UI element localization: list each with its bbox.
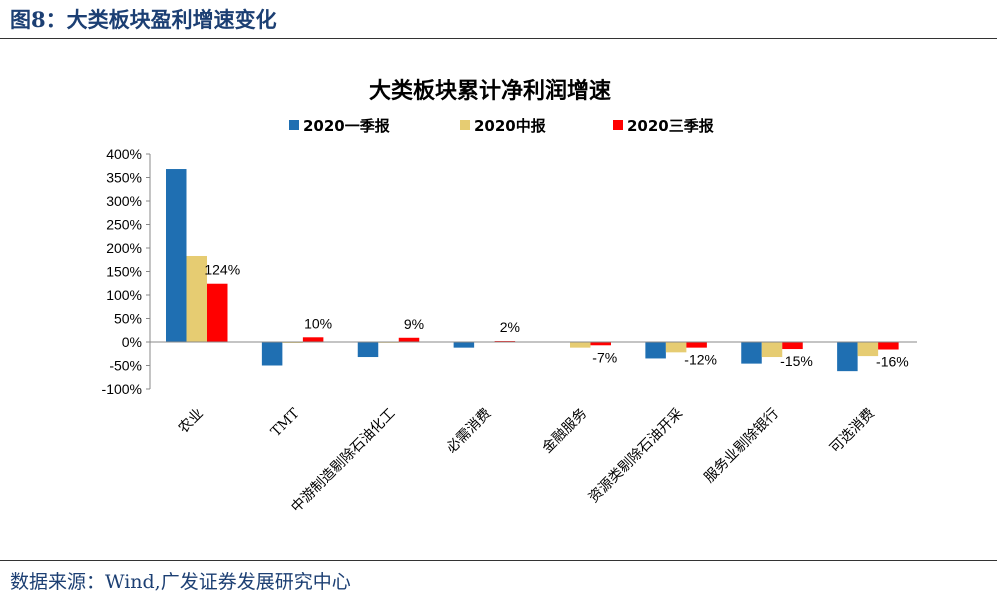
source-note: 数据来源：Wind,广发证券发展研究中心 xyxy=(10,571,351,593)
bar xyxy=(686,342,707,348)
bar xyxy=(782,342,803,350)
plot-area: -100% -50% 0% 50% 100% 150% 200% 250% 300% 350% 40… xyxy=(102,146,917,516)
data-label: -16% xyxy=(876,354,909,370)
bar xyxy=(665,342,687,353)
legend: 2020一季报 2020中报 2020三季报 xyxy=(289,117,714,135)
y-tick-label: 0% xyxy=(122,334,142,350)
bar xyxy=(186,255,207,342)
bar xyxy=(570,342,591,348)
x-category-label: 金融服务 xyxy=(539,406,590,457)
bar xyxy=(878,342,899,350)
y-tick-label: 350% xyxy=(106,170,142,186)
legend-swatch xyxy=(460,120,470,130)
bar xyxy=(857,342,879,357)
bar xyxy=(590,342,611,346)
data-label: -12% xyxy=(684,352,717,368)
data-label: 9% xyxy=(404,316,424,332)
y-tick-label: -50% xyxy=(109,358,142,374)
bar xyxy=(398,337,420,342)
legend-label: 2020三季报 xyxy=(627,117,714,135)
data-label: -7% xyxy=(592,349,617,365)
bar xyxy=(761,342,783,358)
bar xyxy=(261,342,283,366)
x-category-label: 资源类剔除石油开采 xyxy=(586,406,686,506)
x-category-label: 必需消费 xyxy=(443,406,494,457)
data-label: -15% xyxy=(780,353,813,369)
legend-swatch xyxy=(289,120,299,130)
bar xyxy=(166,169,187,342)
legend-label: 2020中报 xyxy=(474,117,546,135)
bar xyxy=(741,342,762,364)
data-label: 124% xyxy=(204,262,240,278)
bar xyxy=(453,342,475,348)
bar xyxy=(645,342,666,359)
x-category-label: 中游制造剔除石油化工 xyxy=(288,406,398,516)
y-tick-label: 250% xyxy=(106,217,142,233)
legend-swatch xyxy=(613,120,623,130)
data-label: 2% xyxy=(500,319,520,335)
bar xyxy=(357,342,379,358)
data-label: 10% xyxy=(304,315,332,331)
y-tick-label: 100% xyxy=(106,287,142,303)
figure-title: 图8：大类板块盈利增速变化 xyxy=(10,7,277,32)
y-tick-label: 200% xyxy=(106,240,142,256)
y-tick-label: 50% xyxy=(114,311,142,327)
y-tick-label: 150% xyxy=(106,264,142,280)
x-category-label: 可选消费 xyxy=(827,406,878,457)
x-category-label: TMT xyxy=(268,405,303,440)
bar xyxy=(302,337,324,342)
x-category-label: 服务业剔除银行 xyxy=(701,406,782,487)
top-divider xyxy=(0,38,997,39)
legend-label: 2020一季报 xyxy=(303,117,390,135)
bottom-divider xyxy=(0,560,997,561)
bar xyxy=(207,283,228,342)
bar xyxy=(837,342,858,372)
y-tick-label: -100% xyxy=(102,381,142,397)
x-category-label: 农业 xyxy=(176,406,207,437)
y-tick-label: 400% xyxy=(106,146,142,162)
bar-chart: 大类板块累计净利润增速 2020一季报 2020中报 2020三季报 -100% -5… xyxy=(102,78,917,516)
y-tick-label: 300% xyxy=(106,193,142,209)
chart-title: 大类板块累计净利润增速 xyxy=(369,78,611,104)
